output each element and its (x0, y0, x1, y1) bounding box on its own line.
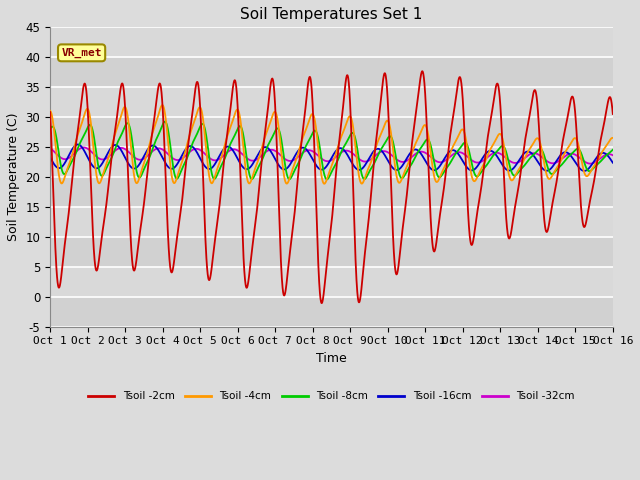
X-axis label: Time: Time (316, 352, 347, 365)
Text: VR_met: VR_met (61, 48, 102, 58)
Bar (50, 207, 613, 237)
Bar (50, 297, 613, 327)
Bar (50, 117, 613, 147)
Bar (50, 57, 613, 87)
Bar (50, 87, 613, 117)
Bar (50, 267, 613, 297)
Bar (50, 177, 613, 207)
Bar (50, 27, 613, 57)
Title: Soil Temperatures Set 1: Soil Temperatures Set 1 (240, 7, 422, 22)
Bar (50, 147, 613, 177)
Legend: Tsoil -2cm, Tsoil -4cm, Tsoil -8cm, Tsoil -16cm, Tsoil -32cm: Tsoil -2cm, Tsoil -4cm, Tsoil -8cm, Tsoi… (84, 387, 579, 406)
Bar (50, 237, 613, 267)
Y-axis label: Soil Temperature (C): Soil Temperature (C) (7, 113, 20, 241)
